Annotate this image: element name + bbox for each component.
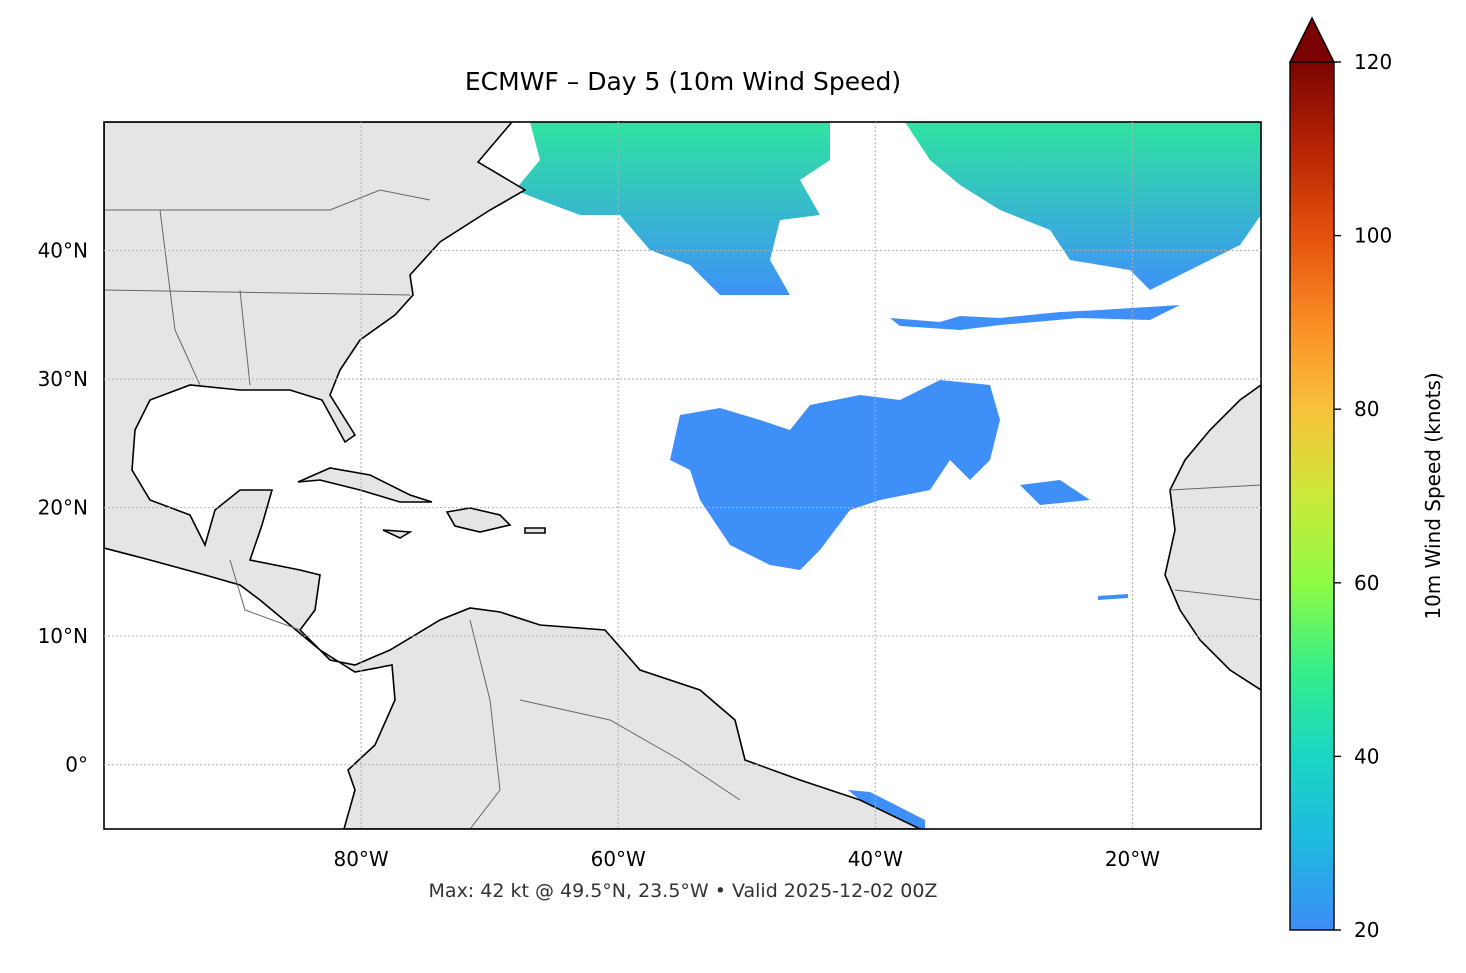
y-tick-label: 0°	[65, 753, 88, 777]
x-tick-label: 40°W	[848, 847, 903, 871]
y-tick-label: 30°N	[38, 367, 88, 391]
colorbar-tick-label: 60	[1354, 571, 1379, 595]
x-tick-label: 60°W	[591, 847, 646, 871]
colorbar-tick-label: 20	[1354, 918, 1379, 942]
colorbar-tick-label: 120	[1354, 50, 1392, 74]
x-tick-label: 80°W	[333, 847, 388, 871]
colorbar	[1289, 61, 1335, 931]
y-tick-label: 10°N	[38, 624, 88, 648]
land	[104, 122, 1261, 829]
colorbar-tick-label: 40	[1354, 744, 1379, 768]
caption: Max: 42 kt @ 49.5°N, 23.5°W • Valid 2025…	[429, 880, 938, 902]
chart-title: ECMWF – Day 5 (10m Wind Speed)	[465, 67, 901, 96]
y-tick-label: 20°N	[38, 496, 88, 520]
y-tick-label: 40°N	[38, 239, 88, 263]
wind-field	[515, 122, 1261, 829]
colorbar-extension	[1288, 16, 1336, 63]
x-tick-label: 20°W	[1105, 847, 1160, 871]
map-layer	[104, 122, 1261, 829]
map-frame	[103, 121, 1262, 830]
borders	[104, 189, 1261, 829]
colorbar-tick-label: 100	[1354, 224, 1392, 248]
colorbar-label: 10m Wind Speed (knots)	[1421, 372, 1445, 619]
colorbar-tick-label: 80	[1354, 397, 1379, 421]
